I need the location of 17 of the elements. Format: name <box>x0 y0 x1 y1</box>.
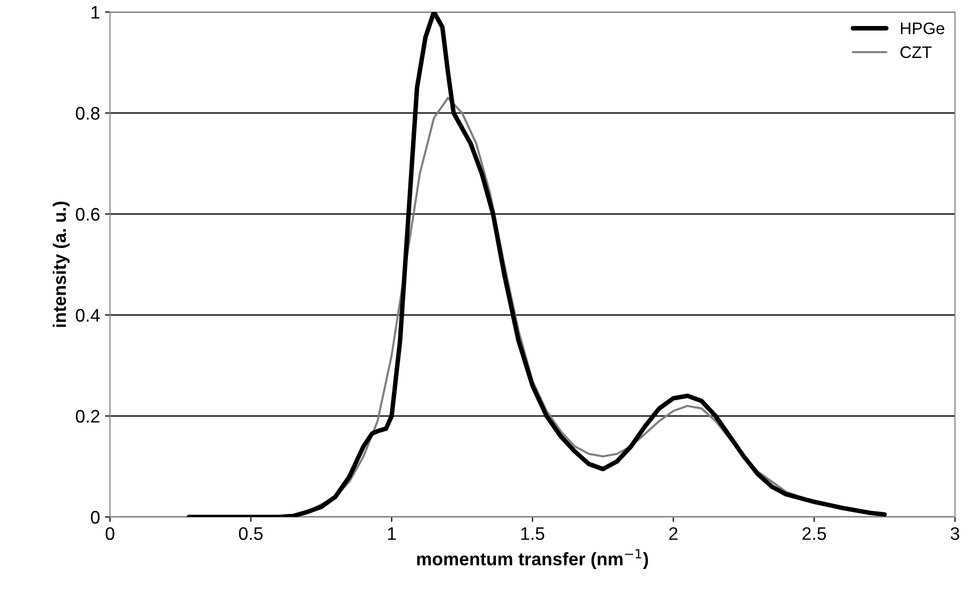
legend-label: HPGe <box>900 22 944 34</box>
x-tick-label: 3 <box>950 527 960 540</box>
y-axis-title: intensity (a. u.) <box>52 202 70 327</box>
y-tick-label: 0 <box>90 510 100 524</box>
x-tick-label: 1.5 <box>521 527 544 540</box>
y-tick-label: 0.8 <box>76 106 100 120</box>
y-tick-label: 0.2 <box>76 410 100 423</box>
x-tick-label: 2.5 <box>802 527 826 540</box>
y-tick-label: 0.4 <box>76 308 100 322</box>
y-tick-label: 0.6 <box>76 208 100 221</box>
y-tick-label: 1 <box>92 6 100 19</box>
x-tick-label: 2 <box>669 527 678 540</box>
x-tick-label: 1 <box>388 527 396 540</box>
x-tick-label: 0.5 <box>238 527 263 540</box>
x-tick-label: 0 <box>106 527 114 540</box>
x-axis-title: momentum transfer (nm$^{−1}$) <box>417 549 648 569</box>
legend-label: CZT <box>900 46 932 58</box>
